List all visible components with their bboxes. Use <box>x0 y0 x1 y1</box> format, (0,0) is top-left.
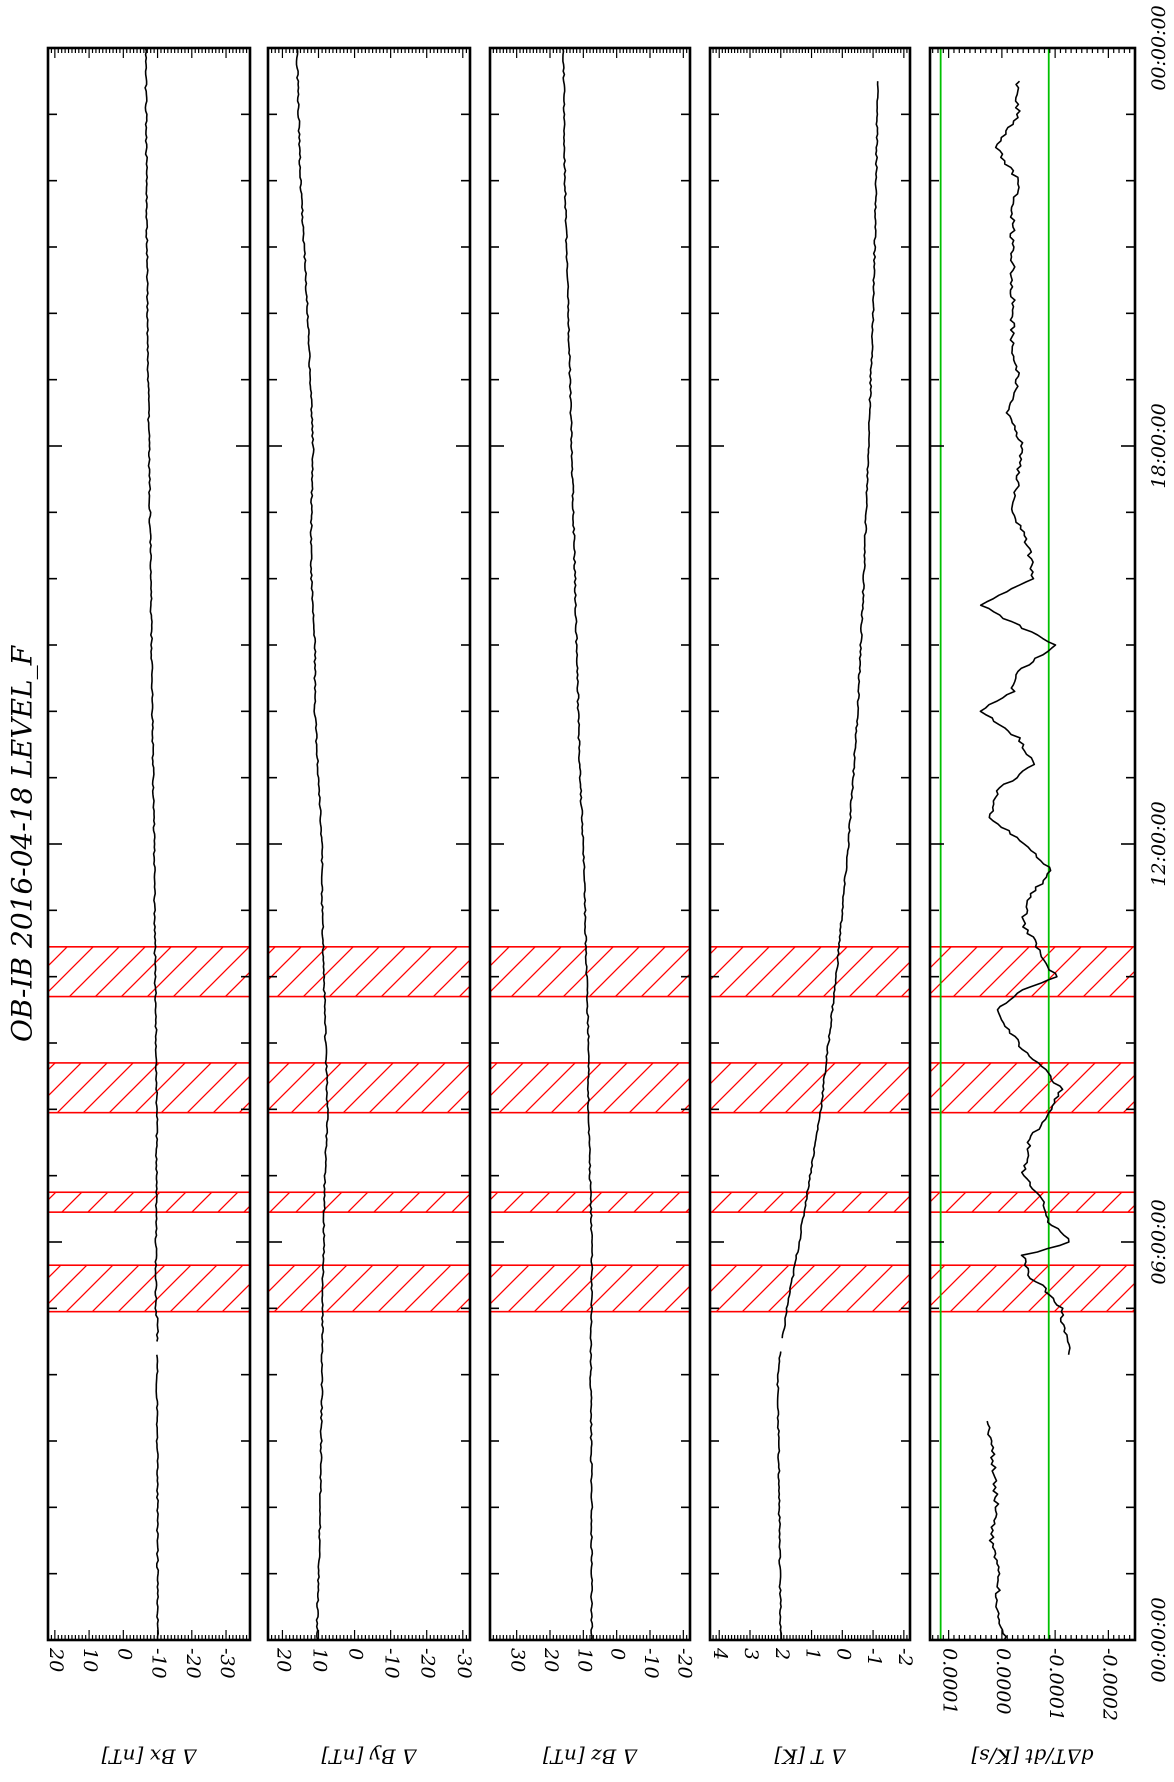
highlight-band-by-0 <box>267 1264 471 1313</box>
panel-ylabel-bx: Δ Bx [nT] <box>101 1745 197 1769</box>
value-tick-label: 20 <box>540 1647 562 1672</box>
highlight-band-bz-2 <box>489 1062 691 1114</box>
trace-bz <box>561 47 594 1641</box>
highlight-band-bx-0 <box>47 1264 251 1313</box>
value-tick-label: -10 <box>381 1648 403 1679</box>
value-tick-label: 0 <box>607 1648 629 1660</box>
value-tick-label: 10 <box>79 1648 101 1672</box>
highlight-band-bz-1 <box>489 1191 691 1213</box>
trace-ddt <box>979 80 1071 1641</box>
highlight-band-ddt-0 <box>929 1264 1136 1313</box>
highlight-band-dt-2 <box>709 1062 911 1114</box>
trace-by <box>295 47 329 1641</box>
value-tick-label: 20 <box>272 1647 294 1672</box>
panel-ylabel-by: Δ By [nT] <box>321 1745 417 1769</box>
panel-ylabel-dt: Δ T [K] <box>774 1745 846 1769</box>
value-tick-label: -30 <box>453 1648 475 1679</box>
highlight-band-by-1 <box>267 1191 471 1213</box>
plot-layer: 20 10 0 -10 -20 -30Δ Bx [nT]20 10 0 -10 -20 -30Δ B… <box>6 5 1171 1768</box>
frame-ddt <box>928 46 1137 1642</box>
panel-dt: 4 3 2 1 0 -1 -2 Δ T [K] <box>708 46 916 1769</box>
value-tick-label: 0.0001 <box>939 1648 961 1714</box>
highlight-band-bx-2 <box>47 1062 251 1114</box>
value-tick-label: 30 <box>507 1648 529 1672</box>
highlight-band-dt-0 <box>709 1264 911 1313</box>
highlight-band-dt-3 <box>709 946 911 998</box>
value-tick-label: 2 <box>771 1647 793 1660</box>
highlight-band-ddt-1 <box>929 1191 1136 1213</box>
chart-title: OB-IB 2016-04-18 LEVEL_F <box>6 644 39 1042</box>
value-tick-label: 0 <box>832 1648 854 1660</box>
highlight-band-dt-1 <box>709 1191 911 1213</box>
trace-bx <box>144 47 160 1641</box>
value-tick-label: -0.0001 <box>1045 1648 1067 1721</box>
panel-ddt: 0.0001 0.0000 -0.0001 -0.0002 dΔT/dt [K/s] <box>928 46 1137 1769</box>
frame-bx <box>46 46 252 1642</box>
highlight-band-bx-1 <box>47 1191 251 1213</box>
value-tick-label: 10 <box>573 1648 595 1672</box>
value-tick-label: -10 <box>148 1648 170 1679</box>
frame-dt <box>708 46 912 1642</box>
value-tick-label: -20 <box>182 1648 204 1679</box>
highlight-band-ddt-2 <box>929 1062 1136 1114</box>
highlight-band-bz-0 <box>489 1264 691 1313</box>
panel-bz: 30 20 10 0 -10 -20 Δ Bz [nT] <box>488 46 695 1769</box>
highlight-band-bz-3 <box>489 946 691 998</box>
panel-ylabel-ddt: dΔT/dt [K/s] <box>971 1745 1093 1769</box>
time-tick-label: 18:00:00 <box>1148 403 1170 488</box>
value-tick-label: 20 <box>45 1647 67 1672</box>
time-tick-label: 00:00:00 <box>1148 5 1170 90</box>
panel-bx: 20 10 0 -10 -20 -30 Δ Bx [nT] <box>45 46 252 1769</box>
value-tick-label: 0 <box>113 1648 135 1660</box>
time-tick-label: 06:00:00 <box>1148 1199 1170 1284</box>
highlight-band-by-2 <box>267 1062 471 1114</box>
panel-by: 20 10 0 -10 -20 -30 Δ By [nT] <box>266 46 475 1769</box>
highlight-band-ddt-3 <box>929 946 1136 998</box>
value-tick-label: 3 <box>740 1648 762 1660</box>
trace-dt <box>776 81 879 1641</box>
value-tick-label: 4 <box>709 1647 731 1660</box>
panel-ylabel-bz: Δ Bz [nT] <box>543 1745 638 1769</box>
value-tick-label: -2 <box>894 1648 916 1667</box>
value-tick-label: -20 <box>673 1648 695 1679</box>
value-tick-label: 0.0000 <box>992 1648 1014 1714</box>
value-tick-label: -10 <box>640 1648 662 1679</box>
value-tick-label: 1 <box>802 1648 824 1660</box>
highlight-band-bx-3 <box>47 946 251 998</box>
value-tick-label: 10 <box>309 1648 331 1672</box>
time-tick-label: 00:00:00 <box>1148 1597 1170 1682</box>
time-tick-label: 12:00:00 <box>1148 801 1170 886</box>
value-tick-label: -0.0002 <box>1098 1648 1120 1721</box>
highlight-band-by-3 <box>267 946 471 998</box>
value-tick-label: -20 <box>417 1648 439 1679</box>
value-tick-label: -30 <box>216 1648 238 1679</box>
frame-bz <box>488 46 692 1642</box>
value-tick-label: -1 <box>863 1648 885 1667</box>
value-tick-label: 0 <box>345 1648 367 1660</box>
frame-by <box>266 46 472 1642</box>
